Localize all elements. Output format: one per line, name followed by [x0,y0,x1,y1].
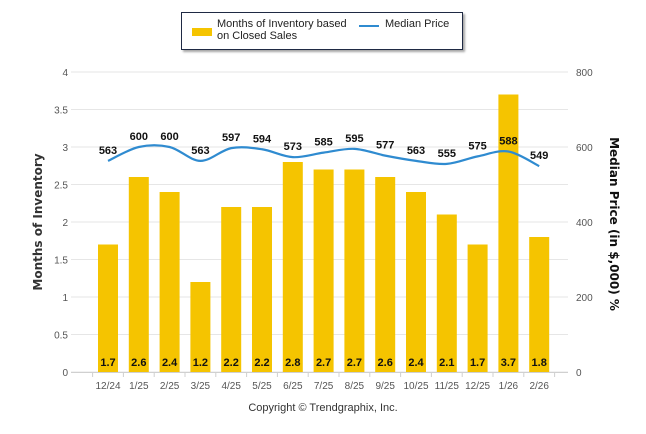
bar [159,192,180,372]
bar [313,169,334,372]
x-tick-label: 9/25 [375,381,395,392]
left-y-tick-label: 0 [62,368,68,379]
bar-data-label: 2.4 [408,357,424,369]
bar-data-label: 2.8 [285,357,300,369]
bar [344,169,365,372]
legend-bar-label-line2: on Closed Sales [217,30,298,42]
right-y-axis-title: Median Price (in $,000) % [607,137,621,311]
median-price-line [107,144,540,168]
left-y-tick-label: 1.5 [54,256,68,267]
line-data-label: 595 [345,133,363,145]
legend-bar-label[interactable]: Months of Inventory based on Closed Sale… [217,18,357,42]
bar [498,94,519,372]
data-labels: 1.7 2.6 2.4 1.2 2.2 2.2 2.8 2.7 2.7 2.6 2.4 2.1 1.7 3… [99,131,549,369]
line-data-label: 549 [530,150,548,162]
x-tick-label: 2/26 [529,381,549,392]
x-axis: 12/24 1/25 2/25 3/25 4/25 5/25 6/25 7/25 8/25 9/2… [71,372,568,392]
x-tick-label: 11/25 [435,381,460,392]
x-tick-label: 10/25 [403,381,428,392]
line-data-label: 563 [407,145,425,157]
bar-data-label: 2.1 [439,357,454,369]
bar-data-label: 2.4 [162,357,178,369]
right-y-tick-label: 200 [576,293,593,304]
line-data-label: 575 [468,140,486,152]
bar-data-label: 1.2 [193,357,208,369]
line-data-label: 594 [253,133,272,145]
bar [375,177,396,372]
line-data-label: 573 [284,141,302,153]
bar [128,177,149,372]
right-y-tick-label: 400 [576,218,593,229]
line-data-label: 600 [130,131,148,143]
bar-data-label: 1.7 [470,357,485,369]
legend-bar-label-line1: Months of Inventory based [217,18,347,30]
left-y-tick-label: 4 [62,68,68,79]
x-tick-label: 5/25 [252,381,272,392]
bar [252,207,272,372]
legend: Months of Inventory based on Closed Sale… [181,12,463,50]
x-tick-label: 1/26 [499,381,519,392]
copyright-text: Copyright © Trendgraphix, Inc. [248,402,398,414]
bar [98,244,118,372]
bar-data-label: 1.7 [100,357,115,369]
bar-series [98,94,550,372]
left-y-axis-title: Months of Inventory [31,153,45,291]
legend-bar-swatch [192,28,212,36]
line-data-label: 577 [376,140,394,152]
bar-data-label: 2.2 [254,357,269,369]
x-tick-label: 8/25 [345,381,365,392]
legend-line-swatch [359,25,379,27]
x-tick-label: 7/25 [314,381,334,392]
bar-data-label: 2.2 [224,357,239,369]
right-y-tick-label: 0 [576,368,582,379]
bar [406,192,426,372]
line-data-label: 563 [99,145,117,157]
line-data-label: 555 [438,148,456,160]
right-y-axis-ticks: 0 200 400 600 800 [576,68,593,379]
right-y-tick-label: 800 [576,68,593,79]
bar [221,207,242,372]
bar-data-label: 2.7 [347,357,362,369]
x-tick-label: 12/25 [465,381,490,392]
left-y-tick-label: 3.5 [54,106,68,117]
x-tick-label: 12/24 [95,381,120,392]
left-y-tick-label: 1 [62,293,68,304]
x-tick-label: 2/25 [160,381,180,392]
bar-data-label: 2.6 [131,357,146,369]
x-tick-label: 4/25 [221,381,241,392]
left-y-tick-label: 3 [62,143,68,154]
bar-data-label: 2.6 [378,357,393,369]
bar-data-label: 1.8 [532,357,547,369]
right-y-tick-label: 600 [576,143,593,154]
left-y-tick-label: 2 [62,218,68,229]
line-data-label: 597 [222,132,240,144]
x-tick-label: 6/25 [283,381,303,392]
left-y-tick-label: 0.5 [54,331,68,342]
bar [282,162,303,372]
line-series [107,144,540,168]
x-tick-label: 3/25 [191,381,211,392]
line-data-label: 563 [191,145,209,157]
bar-data-label: 3.7 [501,357,516,369]
line-data-label: 600 [160,131,178,143]
legend-line-label[interactable]: Median Price [385,18,450,30]
left-y-axis-ticks: 0 0.5 1 1.5 2 2.5 3 3.5 4 [54,68,68,379]
bar-data-label: 2.7 [316,357,331,369]
x-tick-label: 1/25 [129,381,149,392]
line-data-label: 585 [314,137,332,149]
line-data-label: 588 [499,136,517,148]
bar [467,244,488,372]
bar [190,282,211,372]
left-y-tick-label: 2.5 [54,181,68,192]
bar [436,214,457,372]
bar [529,237,550,372]
